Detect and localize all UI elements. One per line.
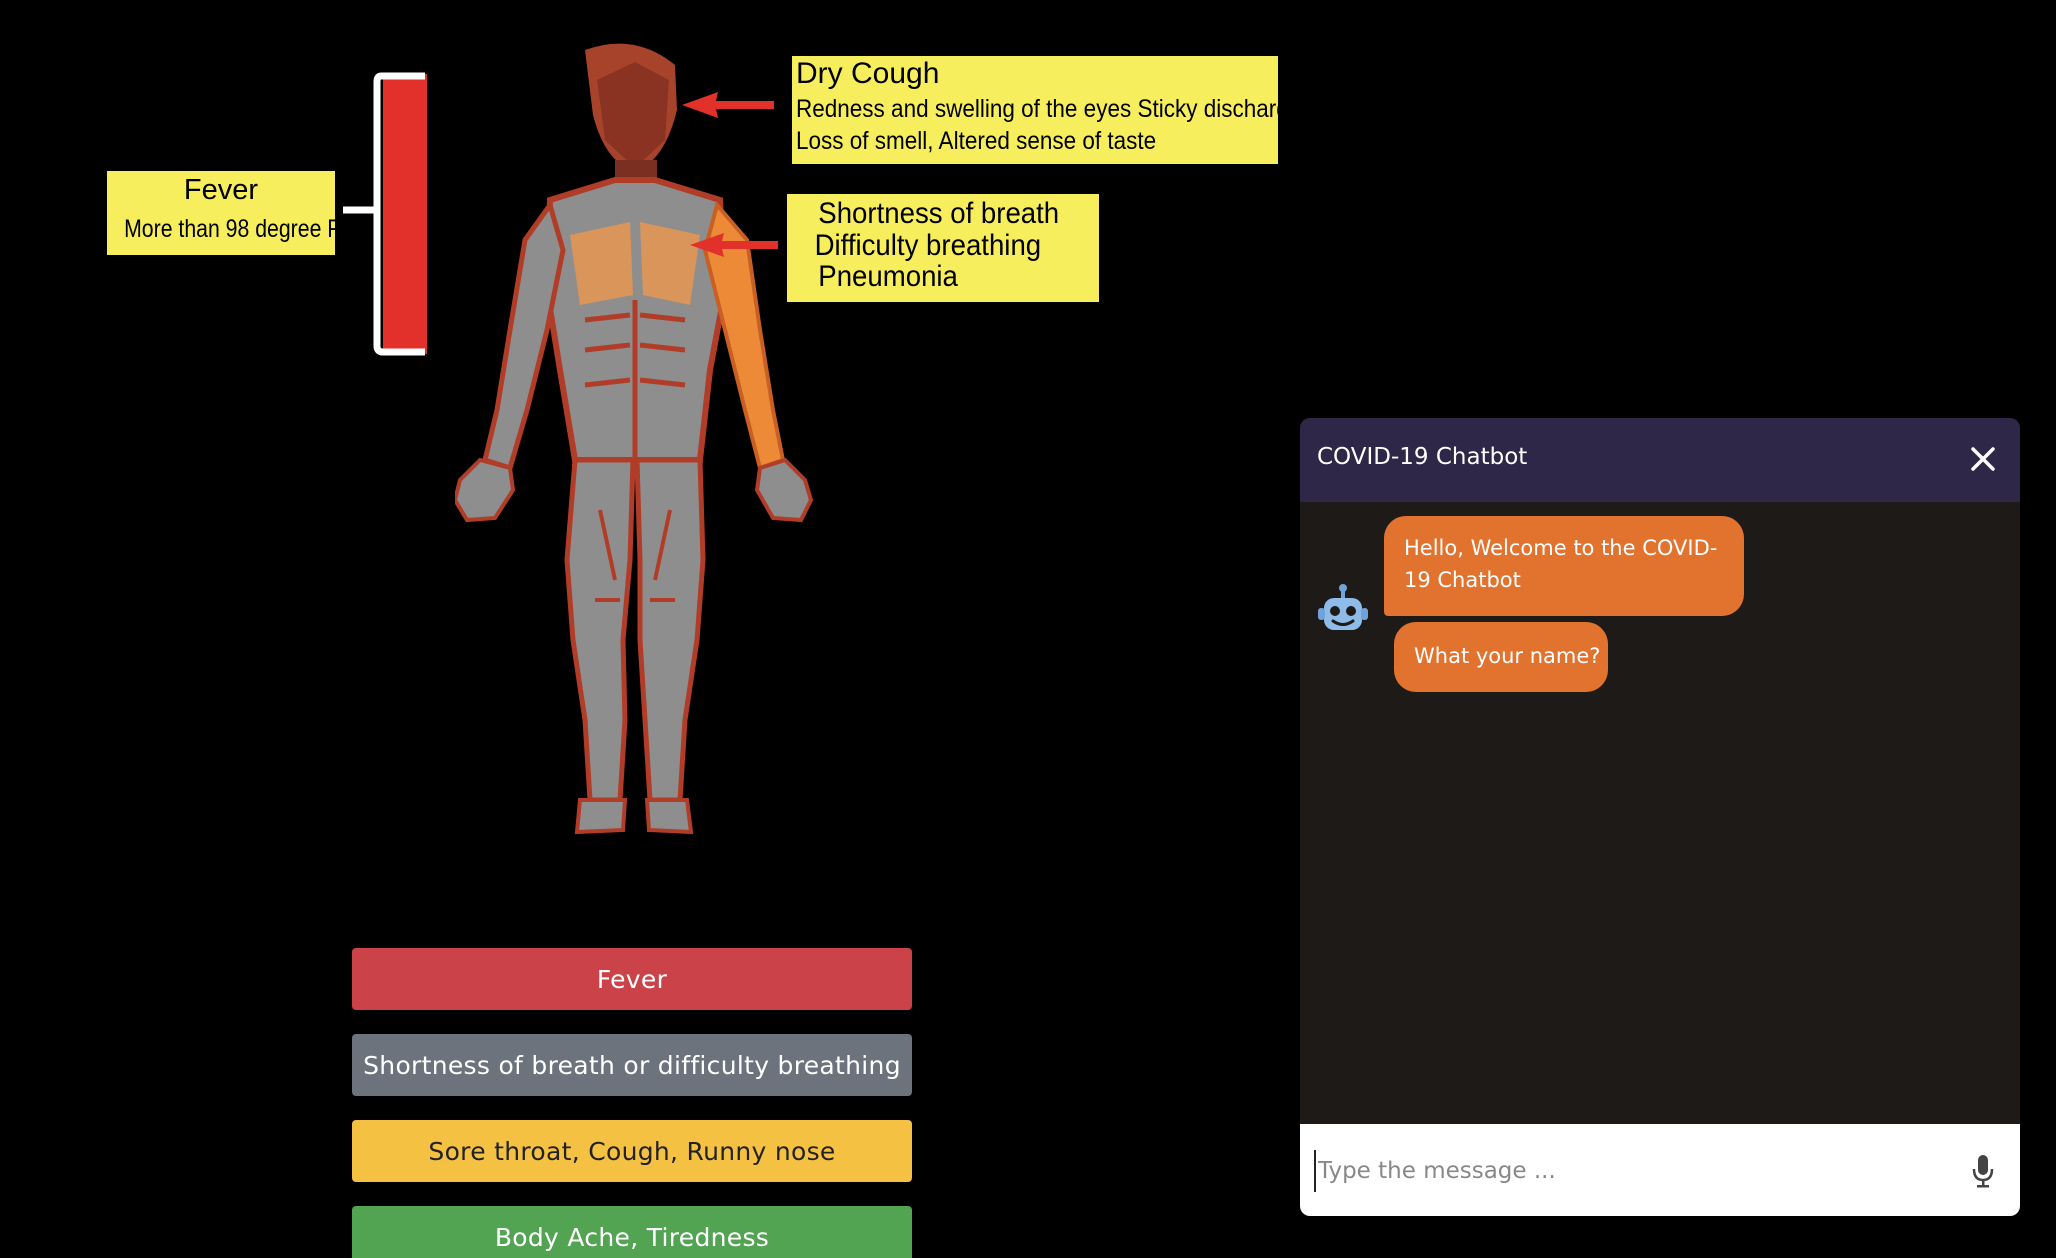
chat-input-bar [1300, 1124, 2020, 1216]
fever-bracket-icon [343, 72, 427, 356]
arrow-to-head-icon [682, 92, 774, 118]
cough-annotation-line-1: Redness and swelling of the eyes Sticky … [796, 95, 1302, 123]
arrow-to-chest-icon [690, 233, 778, 257]
microphone-icon[interactable] [1972, 1154, 1994, 1188]
bot-message: What your name? [1394, 622, 1608, 692]
cough-annotation: Dry Cough Redness and swelling of the ey… [792, 56, 1302, 164]
chat-message-list[interactable]: Hello, Welcome to the COVID-19 Chatbot W… [1300, 502, 2020, 1124]
breathing-annotation-line-3: Pneumonia [818, 260, 958, 293]
bot-message: Hello, Welcome to the COVID-19 Chatbot [1384, 516, 1744, 616]
body-diagram-illustration [455, 43, 814, 835]
left-arm [482, 199, 566, 472]
sore-throat-button[interactable]: Sore throat, Cough, Runny nose [352, 1120, 912, 1182]
fever-annotation-title: Fever [183, 174, 259, 206]
breathing-annotation: Shortness of breath Difficulty breathing… [787, 194, 1099, 302]
message-input[interactable] [1314, 1150, 1940, 1192]
chatbot-title: COVID-19 Chatbot [1317, 444, 1528, 470]
fever-annotation: Fever More than 98 degree F [107, 171, 341, 255]
cough-annotation-line-2: Loss of smell, Altered sense of taste [796, 127, 1157, 155]
right-hand [754, 457, 814, 523]
chest-highlight [570, 222, 633, 305]
breathing-button[interactable]: Shortness of breath or difficulty breath… [352, 1034, 912, 1096]
body-ache-button[interactable]: Body Ache, Tiredness [352, 1206, 912, 1258]
close-icon[interactable] [1966, 442, 2000, 476]
chatbot-header: COVID-19 Chatbot [1300, 418, 2020, 502]
breathing-annotation-line-1: Shortness of breath [818, 197, 1060, 230]
robot-avatar-icon [1318, 584, 1368, 630]
breathing-annotation-line-2: Difficulty breathing [814, 228, 1042, 262]
fever-annotation-line-1: More than 98 degree F [124, 214, 341, 243]
fever-button[interactable]: Fever [352, 948, 912, 1010]
chatbot-panel: COVID-19 Chatbot Hello, Welcome to the C… [1300, 418, 2020, 1216]
cough-annotation-title: Dry Cough [796, 57, 940, 90]
left-hand [455, 457, 516, 523]
